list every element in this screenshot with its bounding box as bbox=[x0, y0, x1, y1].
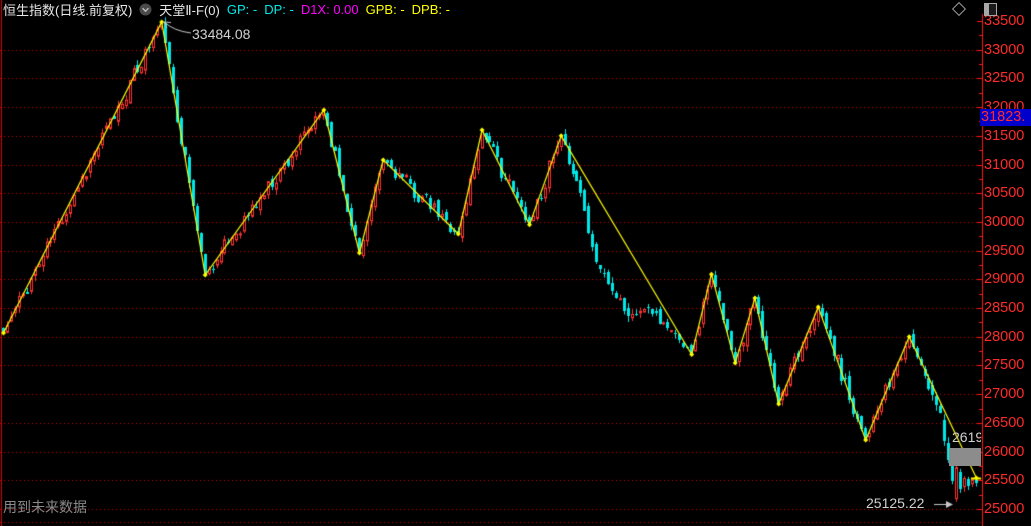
y-axis-label: 25500 bbox=[984, 472, 1025, 489]
y-axis-label: 26000 bbox=[984, 443, 1025, 460]
y-axis-label: 25000 bbox=[984, 500, 1025, 517]
y-axis-label: 28000 bbox=[984, 328, 1025, 345]
formula-name: 天堂Ⅱ-F(0) bbox=[159, 3, 220, 18]
y-axis-label: 27000 bbox=[984, 386, 1025, 403]
y-axis-label: 33000 bbox=[984, 41, 1025, 58]
indicator-values: GP: - DP: - D1X: 0.00 GPB: - DPB: - bbox=[227, 2, 457, 17]
low-value-label: 25125.22 bbox=[866, 495, 925, 511]
indicator-value: DPB: - bbox=[411, 2, 450, 17]
y-axis-label: 32500 bbox=[984, 70, 1025, 87]
page-title: 恒生指数(日线.前复权) bbox=[3, 3, 133, 18]
peak-value-label: 33484.08 bbox=[192, 26, 251, 42]
split-panel-icon[interactable] bbox=[984, 3, 997, 16]
current-price-badge: 31823. bbox=[980, 109, 1031, 127]
future-data-warning: 用到未来数据 bbox=[3, 499, 87, 515]
y-axis-label: 33500 bbox=[984, 13, 1025, 29]
indicator-value: D1X: 0.00 bbox=[300, 2, 359, 17]
indicator-value: DP: - bbox=[264, 2, 294, 17]
gray-marker-box bbox=[949, 448, 981, 466]
y-axis-label: 28500 bbox=[984, 300, 1025, 317]
header: 恒生指数(日线.前复权) 天堂Ⅱ-F(0) GP: - DP: - D1X: 0.0… bbox=[3, 1, 457, 18]
indicator-value: GP: - bbox=[226, 2, 258, 17]
last-value-label: 2619 bbox=[952, 429, 981, 445]
chevron-down-circle-icon[interactable] bbox=[139, 3, 152, 16]
y-axis-label: 31000 bbox=[984, 156, 1025, 173]
y-axis-label: 30000 bbox=[984, 213, 1025, 230]
y-axis-label: 29500 bbox=[984, 242, 1025, 259]
indicator-value: GPB: - bbox=[365, 2, 405, 17]
y-axis-label: 27500 bbox=[984, 357, 1025, 374]
y-axis: 33500 33000 32500 32000 31500 31000 30500 30000… bbox=[984, 0, 1031, 526]
y-axis-label: 31500 bbox=[984, 127, 1025, 144]
y-axis-label: 30500 bbox=[984, 185, 1025, 202]
y-axis-label: 29000 bbox=[984, 271, 1025, 288]
y-axis-label: 26500 bbox=[984, 414, 1025, 431]
